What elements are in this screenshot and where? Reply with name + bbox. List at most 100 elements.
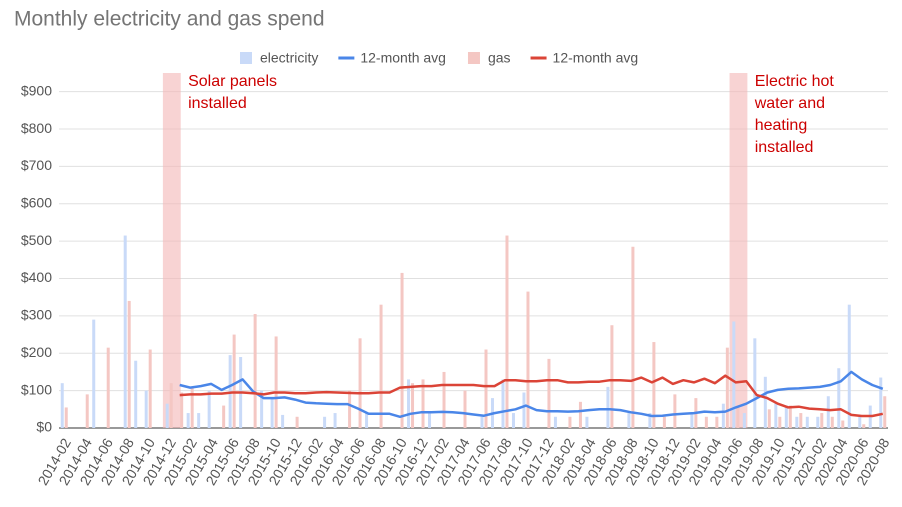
bar	[253, 314, 257, 428]
bar	[662, 416, 666, 428]
bar	[207, 390, 211, 428]
bar	[484, 349, 488, 428]
bar	[862, 424, 866, 428]
bar	[92, 319, 96, 428]
annotation-text: Solar panels	[188, 73, 277, 90]
annotation-text: Electric hot	[755, 73, 835, 90]
bar	[736, 405, 740, 428]
bar	[190, 386, 194, 428]
bar	[847, 304, 851, 428]
bar	[578, 401, 582, 428]
bar	[721, 403, 725, 428]
bar	[715, 416, 719, 428]
annotation-text: installed	[755, 139, 814, 156]
bar	[148, 349, 152, 428]
bar	[270, 398, 274, 428]
bar	[648, 413, 652, 428]
bar	[144, 390, 148, 428]
bar	[169, 383, 173, 428]
bar	[841, 420, 845, 428]
bar	[826, 396, 830, 428]
bar	[553, 416, 557, 428]
bar	[858, 416, 862, 428]
bar	[522, 392, 526, 428]
bar	[358, 338, 362, 428]
bar	[799, 413, 803, 428]
bar	[820, 413, 824, 428]
annotation-text: installed	[188, 95, 247, 112]
bar	[816, 416, 820, 428]
bar	[568, 416, 572, 428]
legend-label: 12-month avg	[360, 50, 446, 66]
bar	[742, 413, 746, 428]
line	[179, 374, 884, 418]
bar	[260, 390, 264, 428]
bar	[197, 413, 201, 428]
bar	[407, 379, 411, 428]
bar	[879, 377, 883, 428]
bar	[127, 300, 131, 428]
bar	[232, 334, 236, 428]
bar	[704, 416, 708, 428]
bar	[442, 371, 446, 428]
legend-swatch	[467, 52, 480, 64]
bar	[627, 413, 631, 428]
bar	[778, 416, 782, 428]
bar	[180, 392, 184, 428]
bar	[606, 386, 610, 428]
bar	[134, 360, 138, 428]
annotation-band	[162, 73, 181, 428]
bar	[274, 336, 278, 428]
annotations	[162, 73, 748, 428]
y-tick-label: $300	[21, 307, 52, 323]
bar	[753, 338, 757, 428]
chart-title: Monthly electricity and gas spend	[14, 8, 325, 31]
legend-label: 12-month avg	[553, 50, 639, 66]
legend: electricity 12-month avg gas 12-month avg	[240, 50, 638, 66]
bar	[547, 358, 551, 428]
bar	[365, 413, 369, 428]
bar	[732, 321, 736, 428]
bar	[123, 235, 127, 428]
bar	[411, 383, 415, 428]
bar	[511, 413, 515, 428]
bar	[795, 416, 799, 428]
bar	[830, 416, 834, 428]
bar	[295, 416, 299, 428]
grid	[59, 91, 888, 429]
bar	[501, 379, 505, 428]
y-tick-label: $200	[21, 344, 52, 360]
bar	[106, 347, 110, 428]
bar	[480, 416, 484, 428]
bar	[883, 396, 887, 428]
line	[179, 370, 884, 419]
y-tick-label: $400	[21, 269, 52, 285]
y-tick-label: $900	[21, 82, 52, 98]
bar	[165, 403, 169, 428]
bar	[763, 376, 767, 428]
bar	[725, 347, 729, 428]
bar	[323, 416, 327, 428]
bar	[463, 390, 467, 428]
bar	[585, 416, 589, 428]
bar	[526, 291, 530, 428]
bar	[837, 368, 841, 428]
bar	[690, 413, 694, 428]
bar	[186, 413, 190, 428]
legend-label: gas	[488, 50, 511, 66]
bar	[673, 394, 677, 428]
bar	[333, 413, 337, 428]
bar	[421, 379, 425, 428]
bar	[222, 405, 226, 428]
bar	[610, 325, 614, 428]
y-tick-label: $800	[21, 120, 52, 136]
bar	[505, 235, 509, 428]
bar	[379, 304, 383, 428]
annotation-text: water and	[754, 95, 825, 112]
bar	[348, 390, 352, 428]
y-tick-label: $0	[36, 419, 52, 435]
bar	[60, 383, 64, 428]
bar	[400, 272, 404, 428]
bar	[631, 246, 635, 428]
